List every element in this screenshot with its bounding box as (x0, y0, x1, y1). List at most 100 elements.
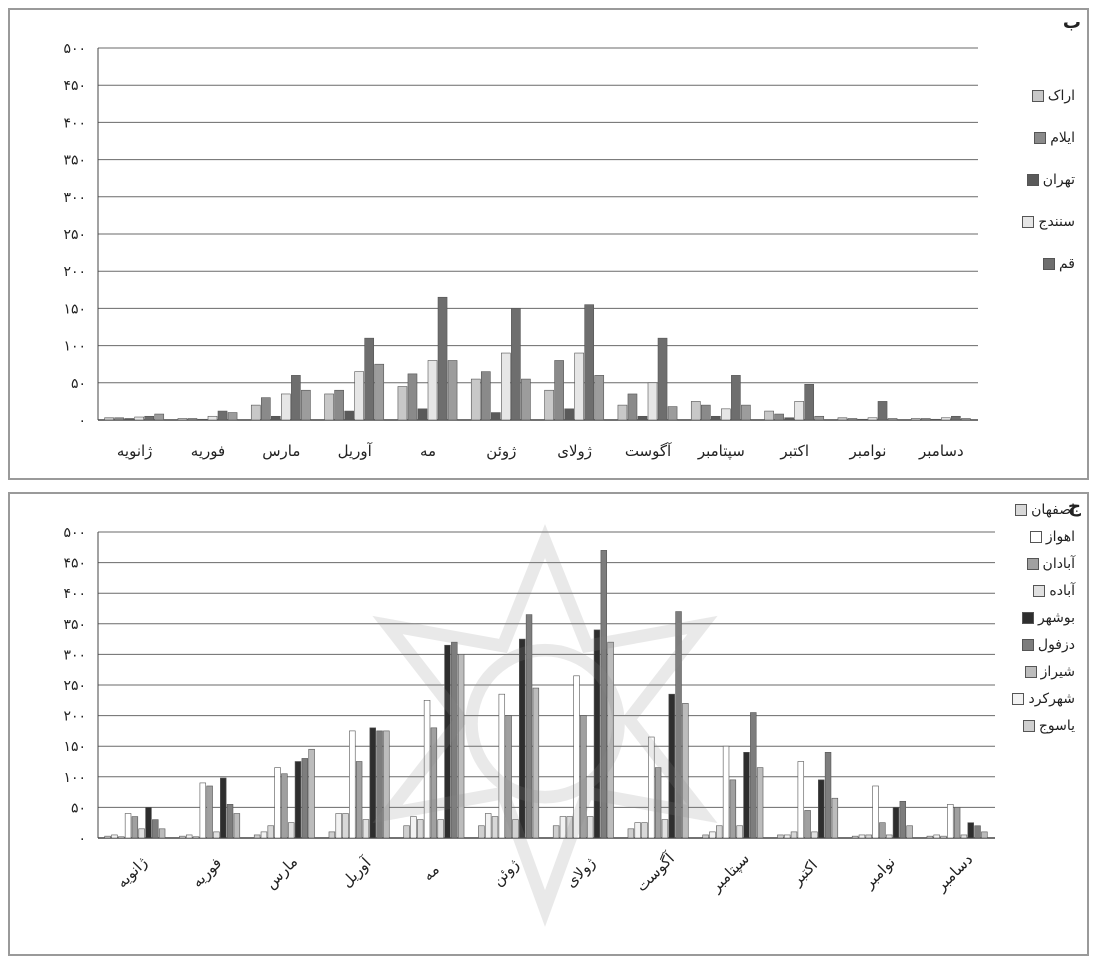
bar (104, 835, 111, 839)
legend-b: اراک ایلام تهران سنندج قم (1022, 88, 1075, 298)
bar (637, 415, 648, 421)
bar (906, 825, 913, 839)
bar (729, 779, 737, 839)
legend-swatch (1033, 585, 1046, 597)
bar (154, 413, 165, 421)
bar (564, 408, 574, 421)
x-tick-label: آوریل (338, 442, 373, 460)
bar (593, 629, 601, 839)
bar (931, 418, 941, 421)
bar (498, 693, 506, 839)
bar (947, 804, 954, 839)
bar (887, 418, 898, 421)
bar (641, 822, 648, 839)
bar (383, 730, 390, 839)
legend-swatch (1022, 720, 1035, 732)
legend-swatch (1015, 504, 1028, 516)
bar (682, 703, 689, 839)
legend-label: آبادان (1042, 556, 1075, 572)
x-tick-label: ژولای (557, 442, 592, 460)
bar (144, 415, 155, 421)
x-tick-label: فوریه (188, 854, 225, 891)
x-tick-label: سپتامبر (697, 442, 745, 461)
x-tick-label: ژولای (562, 854, 599, 891)
bar (354, 371, 364, 421)
bar (675, 611, 682, 839)
bar (586, 816, 594, 839)
bar (661, 819, 669, 839)
y-tick-label: ۵۰۰ (63, 525, 86, 541)
legend-swatch (1012, 693, 1025, 705)
bar (267, 825, 274, 839)
bar (138, 828, 145, 839)
bar (867, 417, 878, 421)
legend-label: بوشهر (1037, 610, 1075, 626)
x-tick-label: آگوست (632, 849, 678, 895)
panel-label: ج (1068, 496, 1081, 517)
bar (756, 767, 764, 839)
x-tick-label: نوامبر (859, 853, 899, 893)
bar (974, 825, 981, 839)
bar (634, 822, 641, 839)
bar (794, 401, 804, 421)
bar (731, 375, 741, 421)
bar (566, 816, 573, 839)
bar (777, 834, 784, 839)
bar (702, 834, 709, 839)
legend-swatch (1026, 174, 1039, 186)
bar (185, 834, 193, 839)
bar (899, 800, 907, 839)
bar (187, 418, 198, 421)
bar (349, 730, 356, 839)
bar (291, 375, 301, 421)
legend-item: تهران (1022, 172, 1075, 188)
bar (124, 418, 134, 421)
bar (407, 373, 418, 421)
bar (764, 410, 774, 421)
legend-c: اصفهان اهواز آبادان آباده بوشهر دزفول شیراز شهر… (1012, 502, 1075, 745)
bar (877, 401, 888, 421)
bar (484, 813, 492, 839)
legend-swatch (1024, 666, 1037, 678)
legend-label: اراک (1047, 88, 1075, 104)
bar (741, 404, 751, 421)
legend-swatch (1042, 258, 1055, 270)
bar (750, 712, 757, 839)
bar (709, 831, 716, 839)
bar (134, 416, 144, 421)
bar (430, 727, 438, 839)
x-tick-label: مه (419, 860, 443, 884)
bar (892, 807, 900, 839)
y-tick-label: ۱۰۰ (63, 770, 86, 786)
legend-label: قم (1058, 256, 1075, 272)
legend-label: آباده (1049, 583, 1075, 599)
bar (158, 828, 166, 839)
y-tick-label: ۲۵۰ (63, 678, 86, 694)
x-tick-label: دسامبر (931, 850, 976, 895)
y-tick-label: ۴۰۰ (63, 115, 86, 131)
y-tick-label: ۴۵۰ (63, 78, 86, 94)
legend-label: اهواز (1045, 529, 1075, 545)
bar (324, 393, 334, 421)
bar (437, 296, 448, 421)
bar (818, 779, 825, 839)
x-tick-label: ژوئن (489, 855, 523, 889)
bar (879, 822, 886, 839)
bar (397, 386, 408, 421)
chart-panel-b: ب ۰ ۵۰ ۱۰۰ ۱۵۰ ۲۰۰ ۲۵۰ ۳۰۰ ۳۵۰ ۴۰۰ ۴۵۰ ۵۰۰ ژانویه فو… (8, 8, 1089, 480)
bar (951, 415, 961, 421)
bar (584, 304, 595, 421)
legend-item: شیراز (1012, 664, 1075, 680)
bar (301, 389, 311, 421)
bar (308, 748, 315, 839)
bar (457, 654, 465, 839)
bar (444, 644, 451, 839)
bar (491, 816, 499, 839)
bar (657, 337, 668, 421)
bar (364, 337, 375, 421)
bar (831, 797, 839, 839)
bar (118, 836, 125, 839)
bar (335, 813, 342, 839)
bar (451, 641, 458, 839)
bar (437, 819, 444, 839)
